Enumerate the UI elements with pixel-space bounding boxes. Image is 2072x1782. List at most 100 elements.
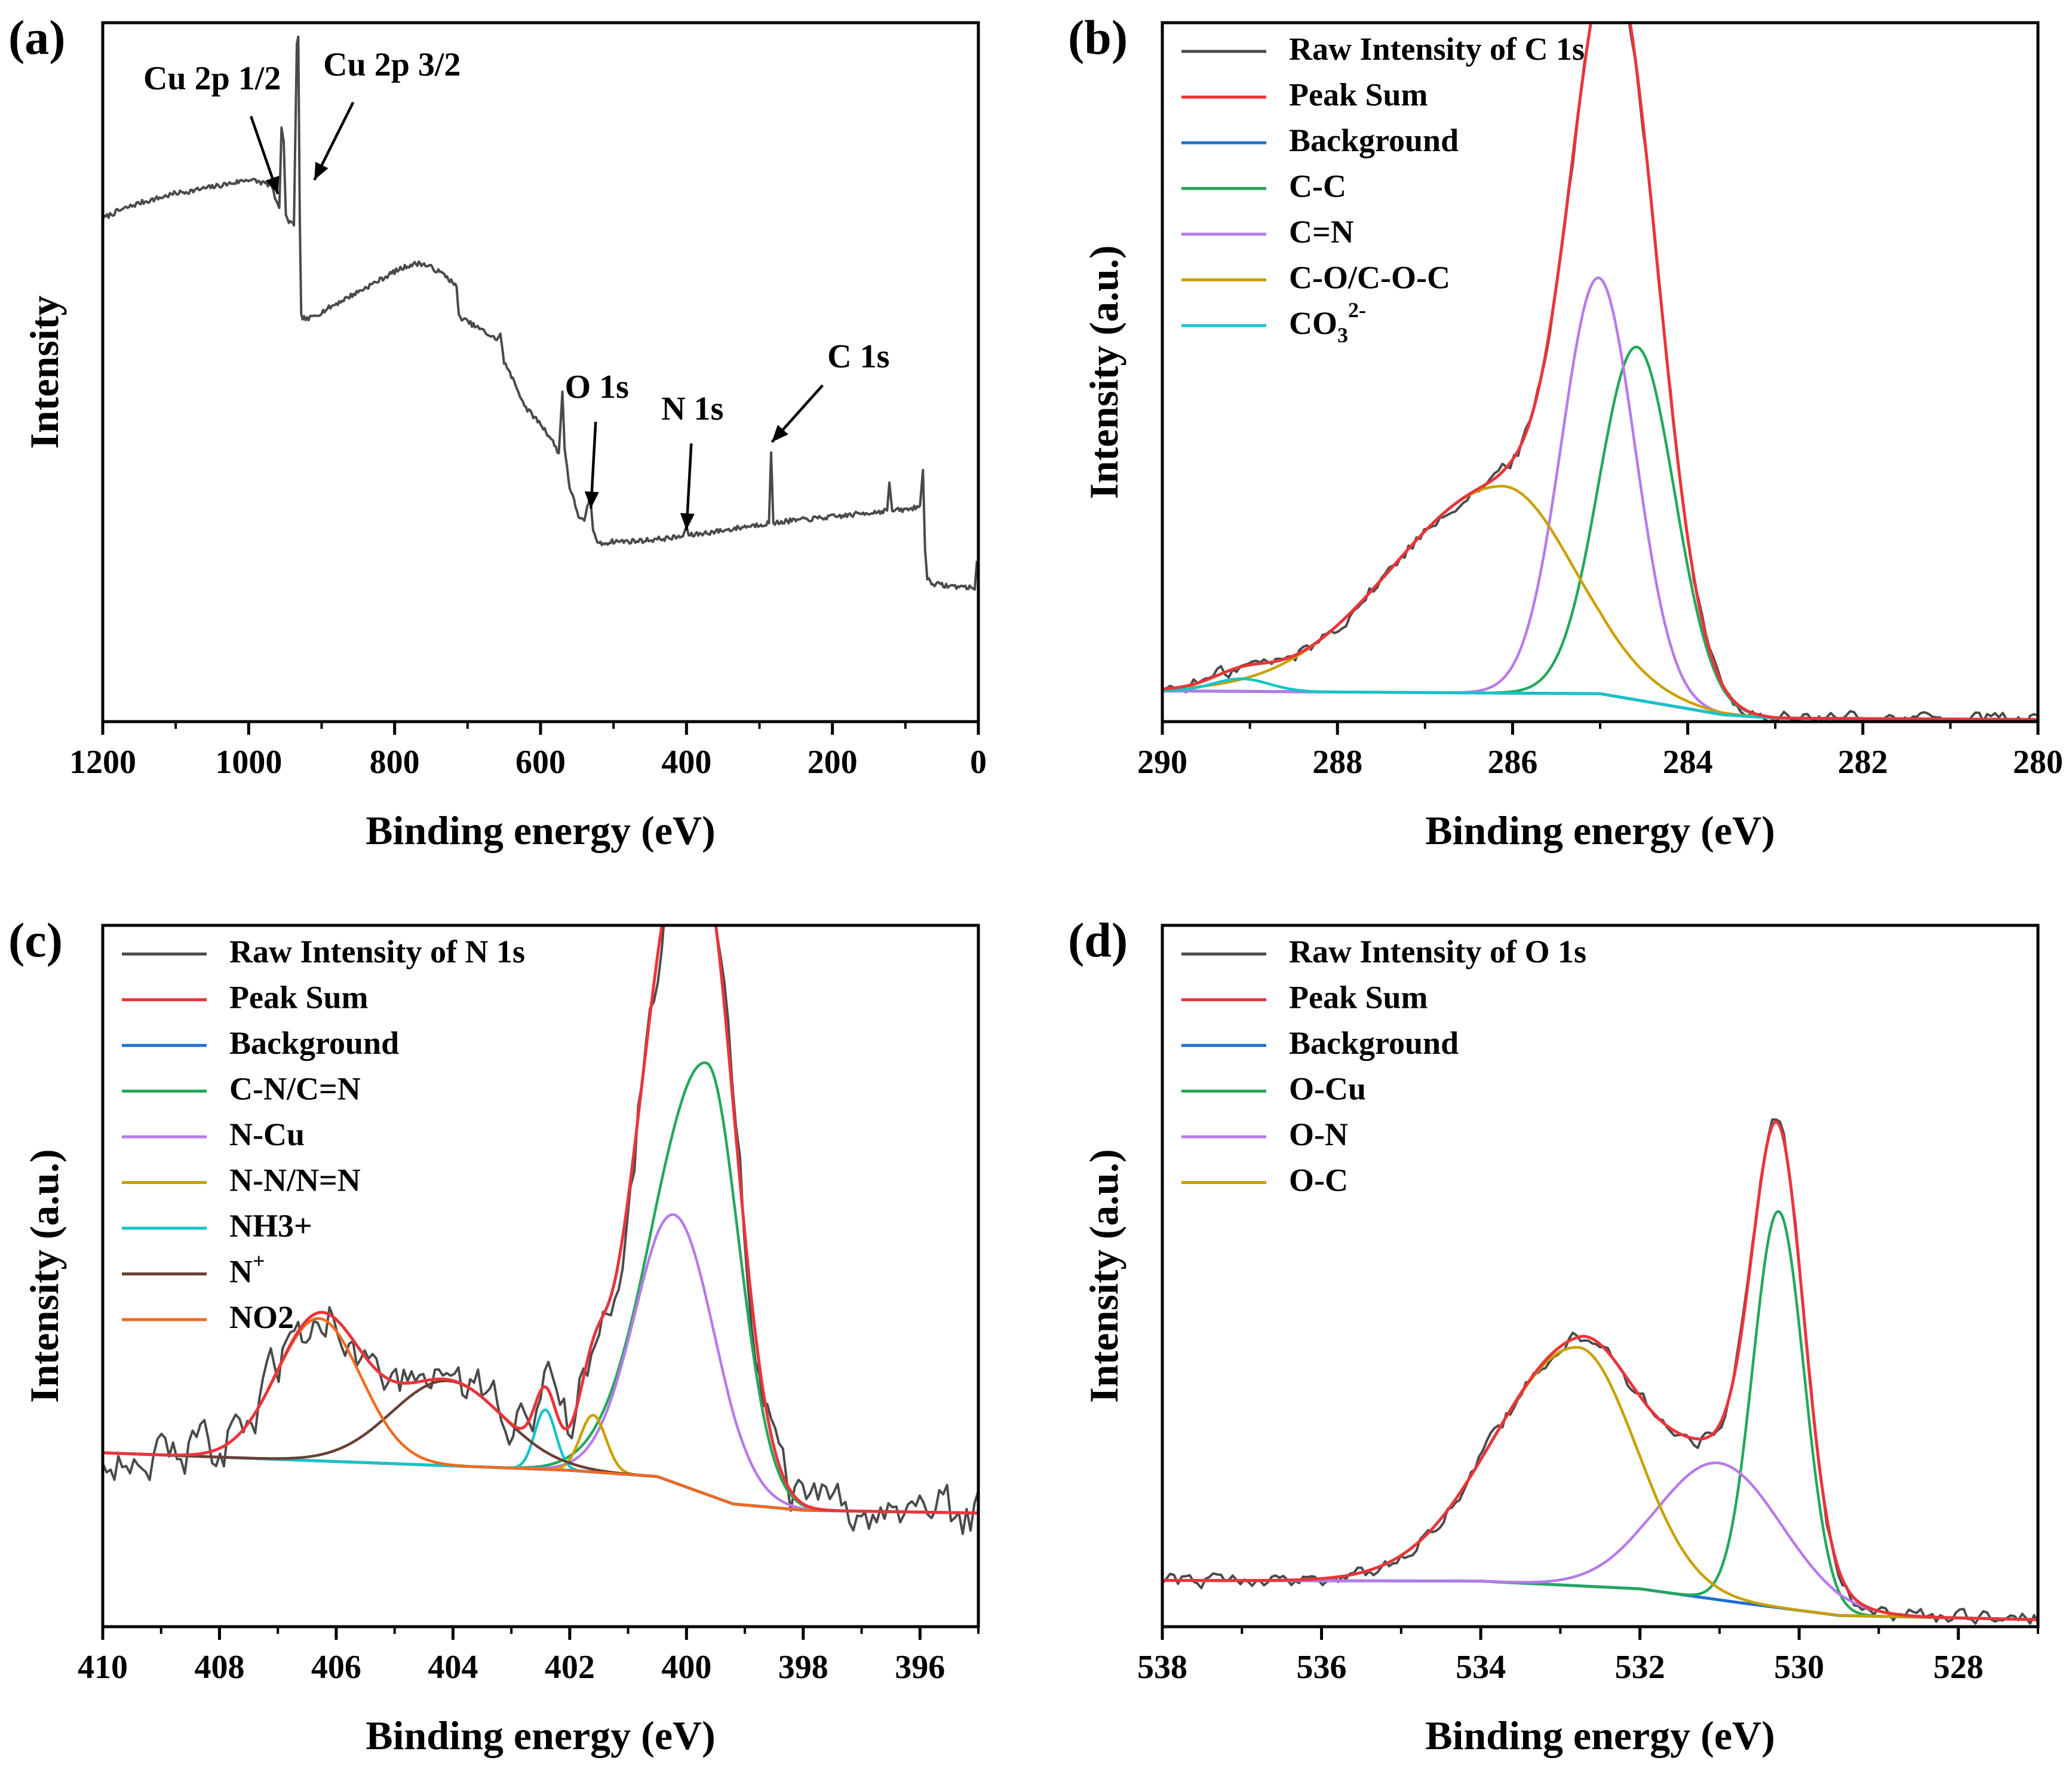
- x-tick-label: 600: [515, 744, 566, 781]
- legend-item: C-C: [1181, 168, 1346, 204]
- legend-label: N-Cu: [229, 1117, 305, 1152]
- x-tick-label: 530: [1774, 1649, 1824, 1686]
- x-tick-label: 282: [1838, 744, 1888, 781]
- legend-label: Peak Sum: [1289, 77, 1428, 113]
- legend-b: Raw Intensity of C 1s Peak Sum Background C…: [1181, 31, 1585, 347]
- legend-item: Raw Intensity of C 1s: [1181, 31, 1585, 67]
- x-tick-label: 280: [2013, 744, 2063, 781]
- legend-label: NO2: [229, 1299, 294, 1335]
- legend-label: Raw Intensity of O 1s: [1289, 934, 1586, 970]
- panel-label: (c): [8, 913, 63, 967]
- cu-2p-3-2-annotation: Cu 2p 3/2: [313, 46, 461, 181]
- plot-area-d: [1162, 1118, 2038, 1625]
- plot-area-c: [103, 925, 978, 1535]
- legend-label: Raw Intensity of C 1s: [1289, 31, 1585, 67]
- legend-label: Background: [1289, 122, 1459, 158]
- x-axis-b: 290 288 286 284 282 280: [1137, 722, 2063, 781]
- panel-c: Raw Intensity of N 1s Peak Sum Background C…: [8, 913, 980, 1758]
- legend-item: N-N/N=N: [122, 1163, 361, 1198]
- x-tick-label: 410: [78, 1649, 128, 1686]
- cu-2p-1-2-annotation: Cu 2p 1/2: [143, 60, 281, 195]
- panel-b: Raw Intensity of C 1s Peak Sum Background C…: [1068, 10, 2063, 853]
- legend-item: N+: [122, 1249, 265, 1290]
- x-axis-a: 1200 1000 800 600 400 200 0: [69, 722, 987, 781]
- annotation-arrow-head: [265, 176, 280, 194]
- annotation-label: Cu 2p 1/2: [143, 60, 281, 97]
- o-1s-annotation: O 1s: [565, 369, 629, 509]
- panel-label: (a): [8, 10, 66, 65]
- x-axis-label: Binding energy (eV): [366, 808, 716, 853]
- y-axis-label: Intensity (a.u.): [1081, 245, 1126, 499]
- annotation-arrow-head: [772, 425, 788, 442]
- x-tick-label: 528: [1933, 1649, 1984, 1686]
- legend-item: Raw Intensity of N 1s: [122, 934, 525, 970]
- x-tick-label: 284: [1663, 744, 1713, 781]
- x-axis-c: 410 408 406 404 402 400 398 396: [78, 1627, 980, 1686]
- annotation-label: C 1s: [827, 338, 889, 375]
- legend-item: Background: [1181, 122, 1459, 158]
- legend-label: N+: [229, 1249, 265, 1290]
- annotation-label: O 1s: [565, 369, 629, 406]
- legend-label: Peak Sum: [229, 980, 369, 1016]
- legend-c: Raw Intensity of N 1s Peak Sum Background C…: [122, 934, 525, 1335]
- x-tick-label: 404: [428, 1649, 478, 1686]
- legend-item: Peak Sum: [122, 980, 369, 1016]
- x-tick-label: 532: [1615, 1649, 1665, 1686]
- peak-sum-line: [1162, 1120, 2038, 1621]
- legend-item: O-N: [1181, 1117, 1348, 1152]
- x-tick-label: 290: [1137, 744, 1187, 781]
- c-1s-annotation: C 1s: [771, 338, 889, 443]
- legend-d: Raw Intensity of O 1s Peak Sum Background O…: [1181, 934, 1586, 1198]
- x-tick-label: 0: [970, 744, 987, 781]
- peak-sum-line: [103, 925, 978, 1515]
- x-tick-label: 402: [545, 1649, 595, 1686]
- legend-item: O-C: [1181, 1163, 1348, 1198]
- legend-label: Background: [1289, 1025, 1459, 1061]
- panel-label: (d): [1068, 913, 1128, 967]
- legend-item: Background: [1181, 1025, 1459, 1061]
- component-n-n-n-n-line: [103, 1413, 978, 1515]
- x-tick-label: 1000: [215, 744, 282, 781]
- legend-item: Raw Intensity of O 1s: [1181, 934, 1586, 970]
- component-nh3--line: [103, 1408, 978, 1515]
- component-o-cu-line: [1162, 1210, 2038, 1621]
- x-tick-label: 286: [1487, 744, 1537, 781]
- legend-item: O-Cu: [1181, 1071, 1366, 1107]
- x-tick-label: 398: [778, 1649, 828, 1686]
- legend-label: O-Cu: [1289, 1071, 1366, 1107]
- x-tick-label: 400: [661, 1649, 711, 1686]
- legend-label: Raw Intensity of N 1s: [229, 934, 525, 970]
- x-axis-d: 538 536 534 532 530 528: [1137, 1627, 2039, 1686]
- x-tick-label: 536: [1297, 1649, 1347, 1686]
- annotation-arrow-head: [584, 491, 599, 509]
- legend-label: C=N: [1289, 214, 1354, 250]
- plot-area-a: [103, 35, 978, 591]
- legend-label: C-C: [1289, 168, 1346, 204]
- x-tick-label: 406: [311, 1649, 361, 1686]
- background-line: [1162, 689, 2038, 721]
- legend-label: O-C: [1289, 1163, 1348, 1198]
- x-axis-label: Binding energy (eV): [1425, 808, 1775, 853]
- legend-label: C-O/C-O-C: [1289, 260, 1450, 296]
- x-axis-label: Binding energy (eV): [366, 1713, 716, 1758]
- legend-label: N-N/N=N: [229, 1163, 361, 1198]
- annotation-label: Cu 2p 3/2: [323, 46, 461, 83]
- x-axis-label: Binding energy (eV): [1425, 1713, 1775, 1758]
- peak-sum-line: [1162, 23, 2038, 721]
- legend-item: CO32-: [1181, 298, 1366, 347]
- n-1s-annotation: N 1s: [661, 390, 723, 530]
- annotation-arrow-head: [680, 513, 695, 530]
- x-tick-label: 408: [194, 1649, 244, 1686]
- component-c-o-c-o-c-line: [1162, 484, 2038, 721]
- legend-label: CO32-: [1289, 298, 1366, 347]
- plot-area-b: [1162, 23, 2038, 722]
- axes-frame: [1161, 924, 2040, 1628]
- legend-label: NH3+: [229, 1208, 312, 1244]
- legend-item: N-Cu: [122, 1117, 305, 1152]
- x-tick-label: 396: [895, 1649, 945, 1686]
- legend-item: NO2: [122, 1299, 294, 1335]
- axes-frame: [101, 924, 980, 1628]
- annotation-arrow-head: [314, 161, 329, 180]
- legend-label: Background: [229, 1025, 399, 1061]
